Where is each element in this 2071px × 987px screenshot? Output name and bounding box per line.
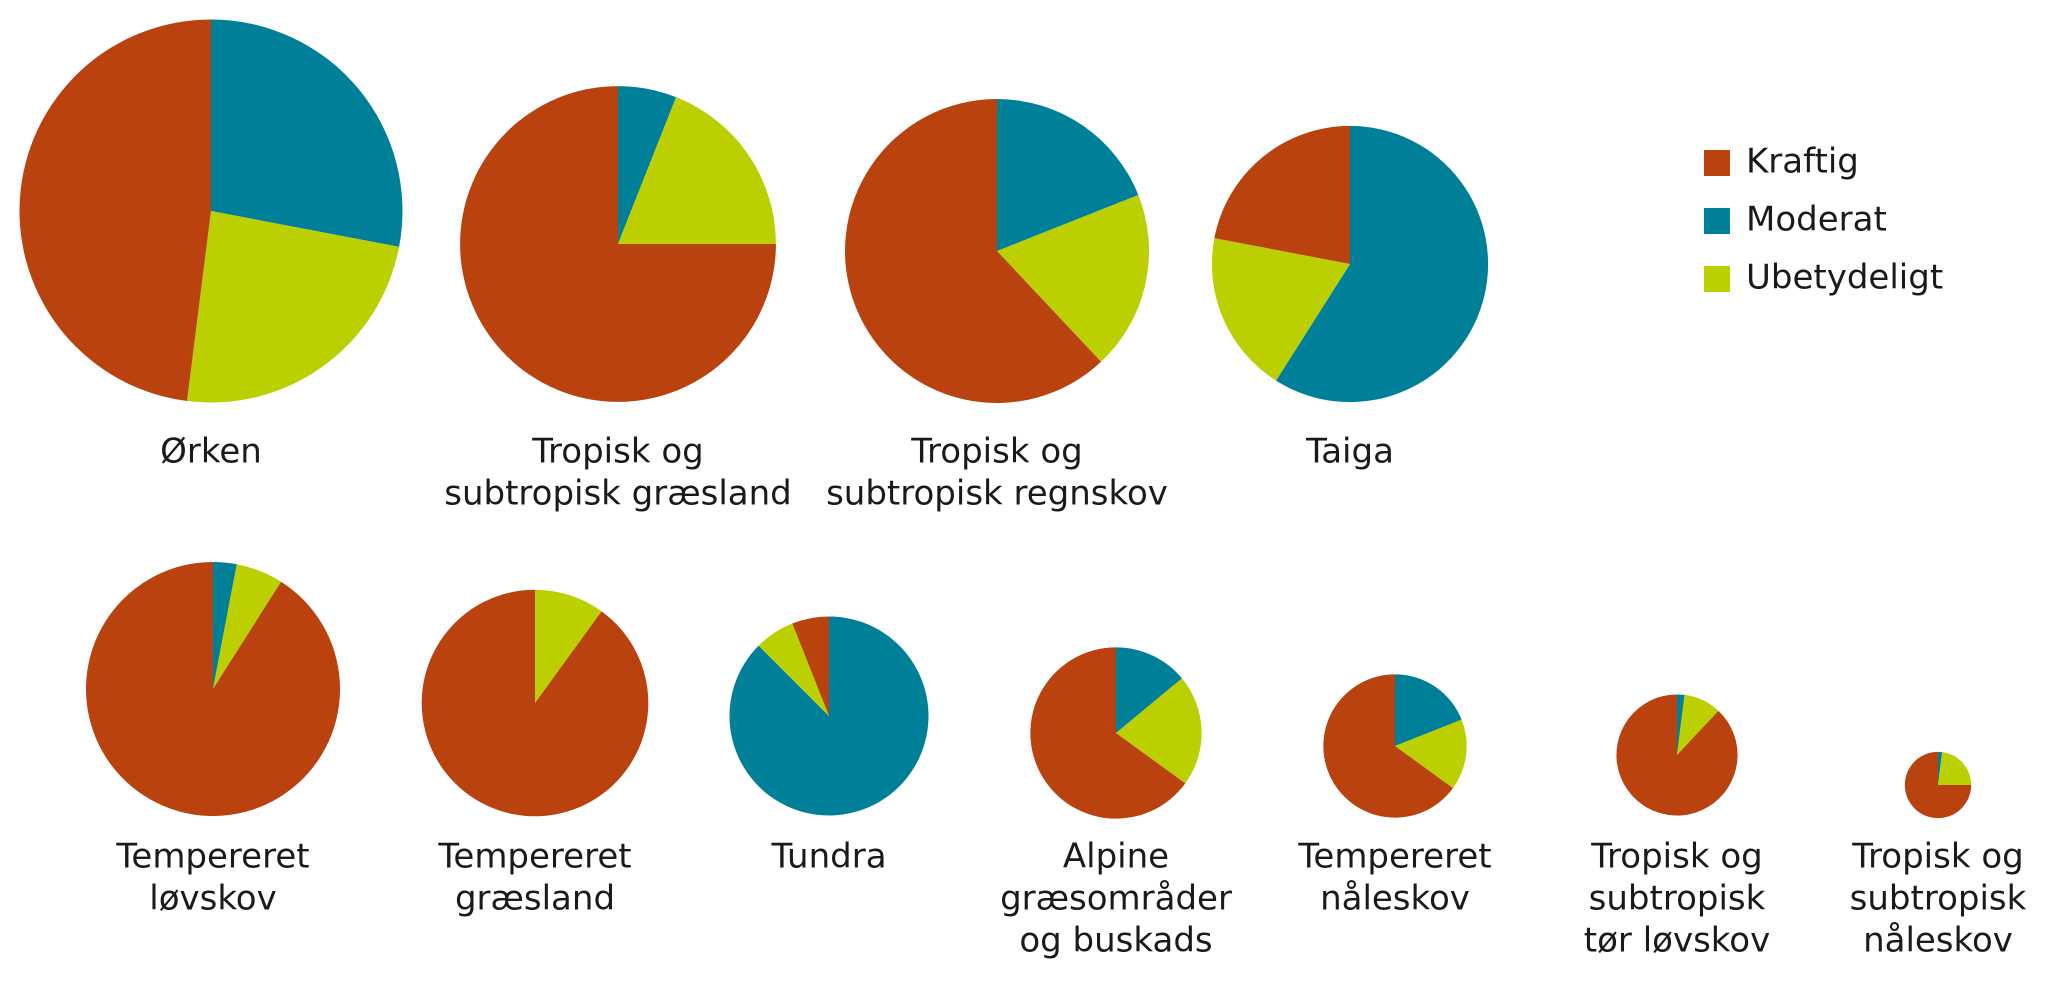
legend-swatch <box>1704 208 1730 234</box>
pie-label: Tempereret <box>115 837 309 877</box>
pie-label: nåleskov <box>1863 921 2013 961</box>
pie-slice <box>1616 694 1738 816</box>
pie-slice <box>213 564 282 689</box>
pie-slice <box>1211 238 1350 381</box>
pie-slice <box>1214 125 1350 264</box>
pie-slice <box>421 589 649 817</box>
pie-label: Tropisk og <box>1590 837 1762 877</box>
pie-label: og buskads <box>1019 921 1212 961</box>
pie-slice <box>1030 647 1186 819</box>
pie-label: Tropisk og <box>910 432 1082 472</box>
pie-slice <box>792 616 829 716</box>
pie-slice <box>845 99 1102 403</box>
pie-slice <box>1116 647 1182 733</box>
pie-slice <box>1116 678 1202 784</box>
pie-slice <box>186 211 400 403</box>
pie-slice <box>460 86 776 402</box>
pie-slice <box>85 561 341 817</box>
pie-label: Tropisk og <box>1851 837 2023 877</box>
pie-label: Tundra <box>770 837 886 877</box>
pie-slice <box>213 561 237 689</box>
pie-label: tør løvskov <box>1584 921 1770 961</box>
pie-label: Taiga <box>1305 432 1394 472</box>
pie-slice <box>729 616 929 816</box>
pie-label: Ørken <box>160 432 262 472</box>
pie-label: Alpine <box>1063 837 1169 877</box>
pie-slice <box>618 86 677 244</box>
pie-slice <box>211 19 403 247</box>
pie-slice <box>1677 694 1685 755</box>
pie-slice <box>19 19 211 401</box>
pie-slice <box>1938 751 1943 785</box>
pie-label: subtropisk græsland <box>444 474 792 514</box>
pie-label: Tempereret <box>437 837 631 877</box>
pie-slice <box>1938 752 1972 785</box>
pie-slice <box>997 99 1139 251</box>
legend-swatch <box>1704 150 1730 176</box>
pie-label: græsområder <box>1000 879 1232 919</box>
pie-slice <box>997 195 1149 362</box>
legend-label: Moderat <box>1746 200 1887 240</box>
legend-swatch <box>1704 266 1730 292</box>
pie-slice <box>1395 719 1467 789</box>
legend-label: Kraftig <box>1746 142 1859 182</box>
pie-slice <box>535 589 602 703</box>
pie-slice <box>1323 674 1453 818</box>
pie-label: Tropisk og <box>531 432 703 472</box>
pie-label: subtropisk regnskov <box>826 474 1168 514</box>
pie-label: løvskov <box>149 879 276 919</box>
pie-label: græsland <box>455 879 615 919</box>
pie-label: nåleskov <box>1320 879 1470 919</box>
pie-label: Tempereret <box>1297 837 1491 877</box>
pie-label: subtropisk <box>1850 879 2027 919</box>
pie-slice <box>1395 674 1462 746</box>
pie-slice <box>1276 125 1489 403</box>
pie-label: subtropisk <box>1589 879 1766 919</box>
pie-slice <box>1677 694 1719 755</box>
pie-slice <box>1904 751 1972 819</box>
legend-label: Ubetydeligt <box>1746 258 1943 298</box>
pie-slice <box>618 97 776 244</box>
pie-slice <box>758 623 829 716</box>
